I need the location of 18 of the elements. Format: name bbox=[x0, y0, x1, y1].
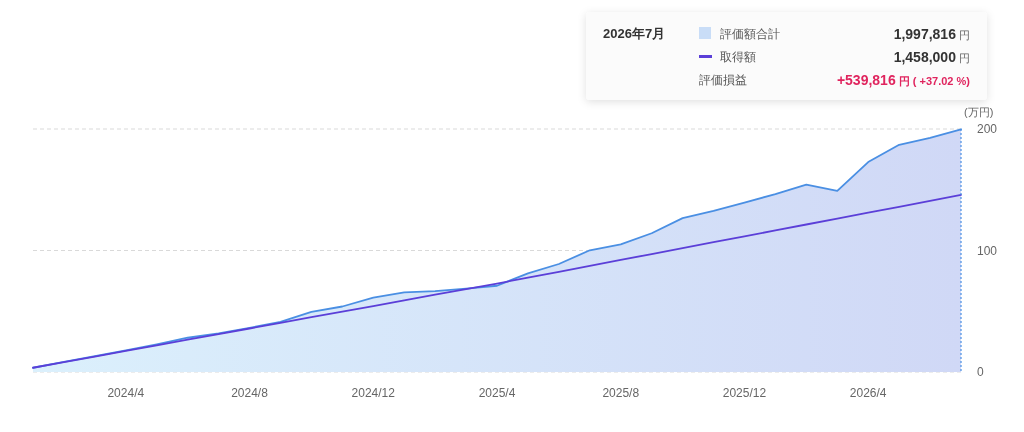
y-tick: 100 bbox=[977, 243, 998, 258]
y-tick: 200 bbox=[977, 122, 998, 136]
x-tick: 2024/12 bbox=[351, 386, 395, 400]
x-tick: 2026/4 bbox=[849, 386, 887, 400]
x-tick: 2025/4 bbox=[478, 386, 516, 400]
y-label: (万円) bbox=[964, 106, 994, 118]
y-tick: 0 bbox=[977, 365, 984, 379]
annotation: +539,816 円 ( +37.02 %) bbox=[836, 72, 970, 88]
legend-title: 2026年7月 bbox=[603, 26, 666, 41]
x-tick: 2024/4 bbox=[107, 386, 145, 400]
annotation: 評価損益 bbox=[699, 73, 747, 87]
x-tick: 2025/12 bbox=[722, 386, 767, 400]
x-tick: 2025/8 bbox=[602, 386, 640, 400]
annotation: 1,458,000 円 bbox=[893, 49, 970, 65]
legend-label: 取得額 bbox=[720, 50, 756, 64]
x-tick: 2024/8 bbox=[231, 386, 268, 400]
legend-label: 評価額合計 bbox=[720, 27, 780, 41]
annotation: 1,997,816 円 bbox=[893, 26, 970, 42]
